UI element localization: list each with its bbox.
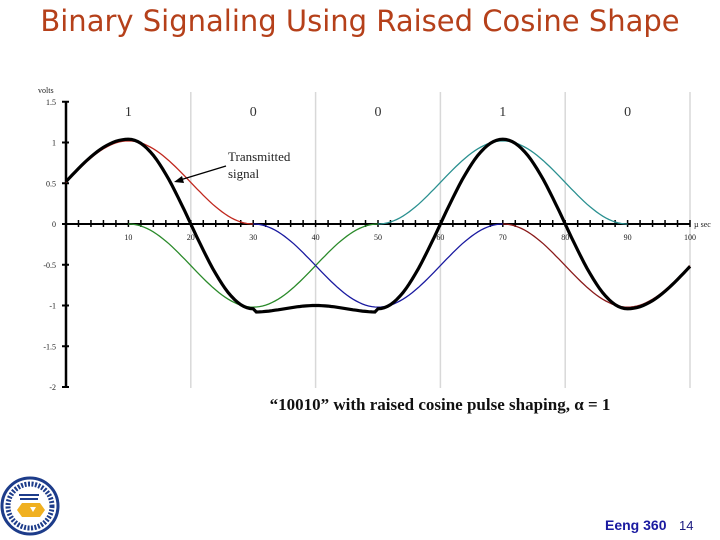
university-seal-icon (0, 476, 60, 536)
y-tick-label: -1.5 (43, 342, 56, 351)
y-tick-label: 1 (52, 139, 56, 148)
slide-title: Binary Signaling Using Raised Cosine Sha… (40, 4, 680, 38)
y-tick-label: -2 (49, 383, 56, 392)
bit-label: 1 (125, 105, 132, 120)
arrow-head-icon (174, 176, 184, 183)
x-tick-label: 50 (374, 233, 382, 242)
annotation-text: signal (228, 166, 259, 181)
x-tick-label: 30 (249, 233, 257, 242)
bit-label: 0 (250, 105, 257, 120)
y-tick-label: -1 (49, 302, 56, 311)
pulse-curve (377, 140, 628, 225)
x-tick-label: 70 (499, 233, 507, 242)
bit-label: 0 (624, 105, 631, 120)
y-tick-label: 1.5 (46, 98, 56, 107)
x-tick-label: 100 (684, 233, 696, 242)
x-tick-label: 60 (436, 233, 444, 242)
transmitted-signal-curve (64, 137, 692, 314)
y-tick-label: -0.5 (43, 261, 56, 270)
page-number: 14 (679, 518, 694, 533)
bit-boundary-gridlines (190, 92, 691, 388)
pulse-curve (128, 223, 379, 308)
y-axis-label: volts (38, 86, 54, 95)
x-tick-label: 90 (624, 233, 632, 242)
pulse-curve (253, 223, 503, 308)
y-tick-label: 0 (52, 220, 56, 229)
annotation-arrow (179, 165, 227, 181)
x-tick-label: 40 (312, 233, 320, 242)
annotation-text: Transmitted (228, 149, 291, 164)
y-tick-label: 0.5 (46, 179, 56, 188)
chart-caption: “10010” with raised cosine pulse shaping… (269, 395, 611, 414)
x-tick-label: 20 (187, 233, 195, 242)
x-tick-label: 80 (561, 233, 569, 242)
x-axis-label: µ sec (694, 220, 711, 229)
bit-label: 1 (499, 105, 506, 120)
bit-label: 0 (375, 105, 382, 120)
x-tick-label: 10 (124, 233, 132, 242)
chart-labels: 1 0 0 1 0 Transmitted signal (125, 105, 631, 183)
course-label: Eeng 360 (605, 517, 667, 533)
chart-series (64, 137, 692, 314)
